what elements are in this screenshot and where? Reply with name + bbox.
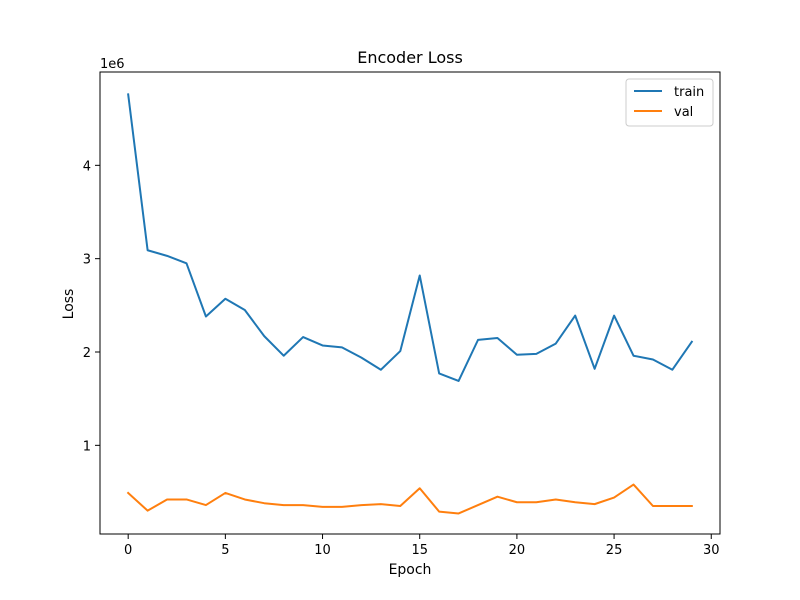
y-tick-label: 1 (83, 439, 91, 454)
x-tick-label: 0 (124, 543, 132, 558)
axes-frame (99, 71, 721, 535)
x-tick-label: 30 (703, 543, 720, 558)
x-tick-label: 15 (411, 543, 428, 558)
series-line-train (127, 93, 694, 382)
y-axis-label: Loss (61, 289, 77, 320)
x-tick-label: 10 (314, 543, 331, 558)
chart-title: Encoder Loss (357, 48, 463, 67)
x-tick-label: 25 (606, 543, 623, 558)
legend: train val (625, 78, 714, 127)
axes-layer: 0 5 10 15 20 25 30 1 2 3 4 (83, 71, 721, 558)
legend-label-val: val (674, 105, 693, 120)
y-axis-offset-label: 1e6 (100, 57, 125, 72)
plot-area (100, 72, 720, 534)
y-tick-label: 4 (83, 159, 91, 174)
series-line-val (126, 483, 693, 515)
y-tick-label: 3 (83, 253, 91, 268)
x-tick-label: 20 (509, 543, 526, 558)
x-axis-label: Epoch (389, 562, 432, 578)
series-layer (126, 93, 694, 515)
y-tick-label: 2 (83, 346, 91, 361)
x-tick-label: 5 (221, 543, 229, 558)
plot-background (100, 72, 720, 534)
legend-label-train: train (674, 85, 704, 100)
